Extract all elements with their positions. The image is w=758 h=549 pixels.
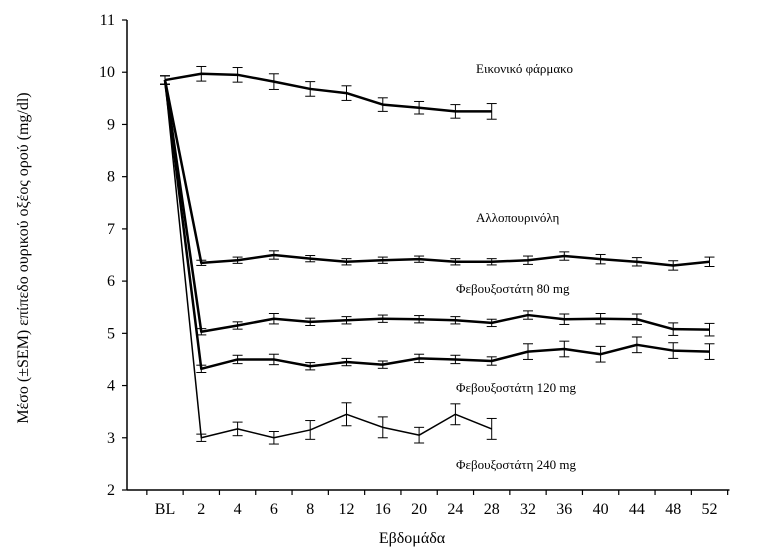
y-tick-label: 2 [107,482,115,499]
series-line [163,79,710,334]
series-label-φεβουξοστάτη-240-mg: Φεβουξοστάτη 240 mg [456,457,577,472]
y-tick-label: 10 [99,64,115,81]
series-φεβουξοστάτη-120-mg [160,75,715,373]
y-axis-title: Μέσο (±SEM) επίπεδο ουρικού οξέος ορού (… [15,92,32,423]
x-tick-label: 28 [484,501,500,518]
series-line [163,79,710,371]
series-εικονικό-φάρμακο [160,65,497,120]
series-label-αλλοπουρινόλη: Αλλοπουρινόλη [476,210,560,225]
x-tick-label: 4 [234,501,242,518]
series-label-εικονικό-φάρμακο: Εικονικό φάρμακο [476,61,573,76]
series-layer [160,65,715,445]
x-tick-label: 20 [411,501,427,518]
x-tick-label: 16 [375,501,391,518]
series-φεβουξοστάτη-80-mg [160,75,715,337]
series-line [164,79,492,439]
x-tick-label: 44 [629,501,645,518]
axes [122,19,730,495]
y-tick-label: 5 [107,325,115,342]
x-tick-label: 2 [197,501,205,518]
y-tick-label: 9 [107,116,115,133]
y-tick-label: 11 [100,12,115,29]
x-tick-label: 6 [270,501,278,518]
x-axis-title: Εβδομάδα [379,530,446,547]
series-αλλοπουρινόλη [160,75,715,271]
y-tick-label: 8 [107,169,115,186]
y-tick-label: 7 [107,221,115,238]
x-tick-label: 8 [306,501,314,518]
y-tick-labels: 2 3 4 5 6 7 8 9 10 11 [99,12,115,499]
x-tick-label: 48 [665,501,681,518]
series-φεβουξοστάτη-240-mg [160,75,497,445]
x-tick-label: 36 [556,501,572,518]
x-tick-label: 40 [593,501,609,518]
y-tick-label: 6 [107,273,115,290]
series-label-φεβουξοστάτη-120-mg: Φεβουξοστάτη 120 mg [456,380,577,395]
series-line [164,72,492,113]
x-tick-label: 12 [339,501,355,518]
x-tick-label: 24 [447,501,463,518]
series-labels: Εικονικό φάρμακο Αλλοπουρινόλη Φεβουξοστάτ… [456,61,577,472]
y-tick-label: 3 [107,430,115,447]
x-tick-label: BL [155,501,175,518]
series-label-φεβουξοστάτη-80-mg: Φεβουξοστάτη 80 mg [456,281,570,296]
x-tick-label: 52 [702,501,718,518]
x-tick-label: 32 [520,501,536,518]
y-tick-label: 4 [107,378,115,395]
x-tick-labels: BL 2 4 6 8 12 16 20 24 28 32 36 40 44 48 52 [155,501,718,518]
series-line [163,79,710,267]
